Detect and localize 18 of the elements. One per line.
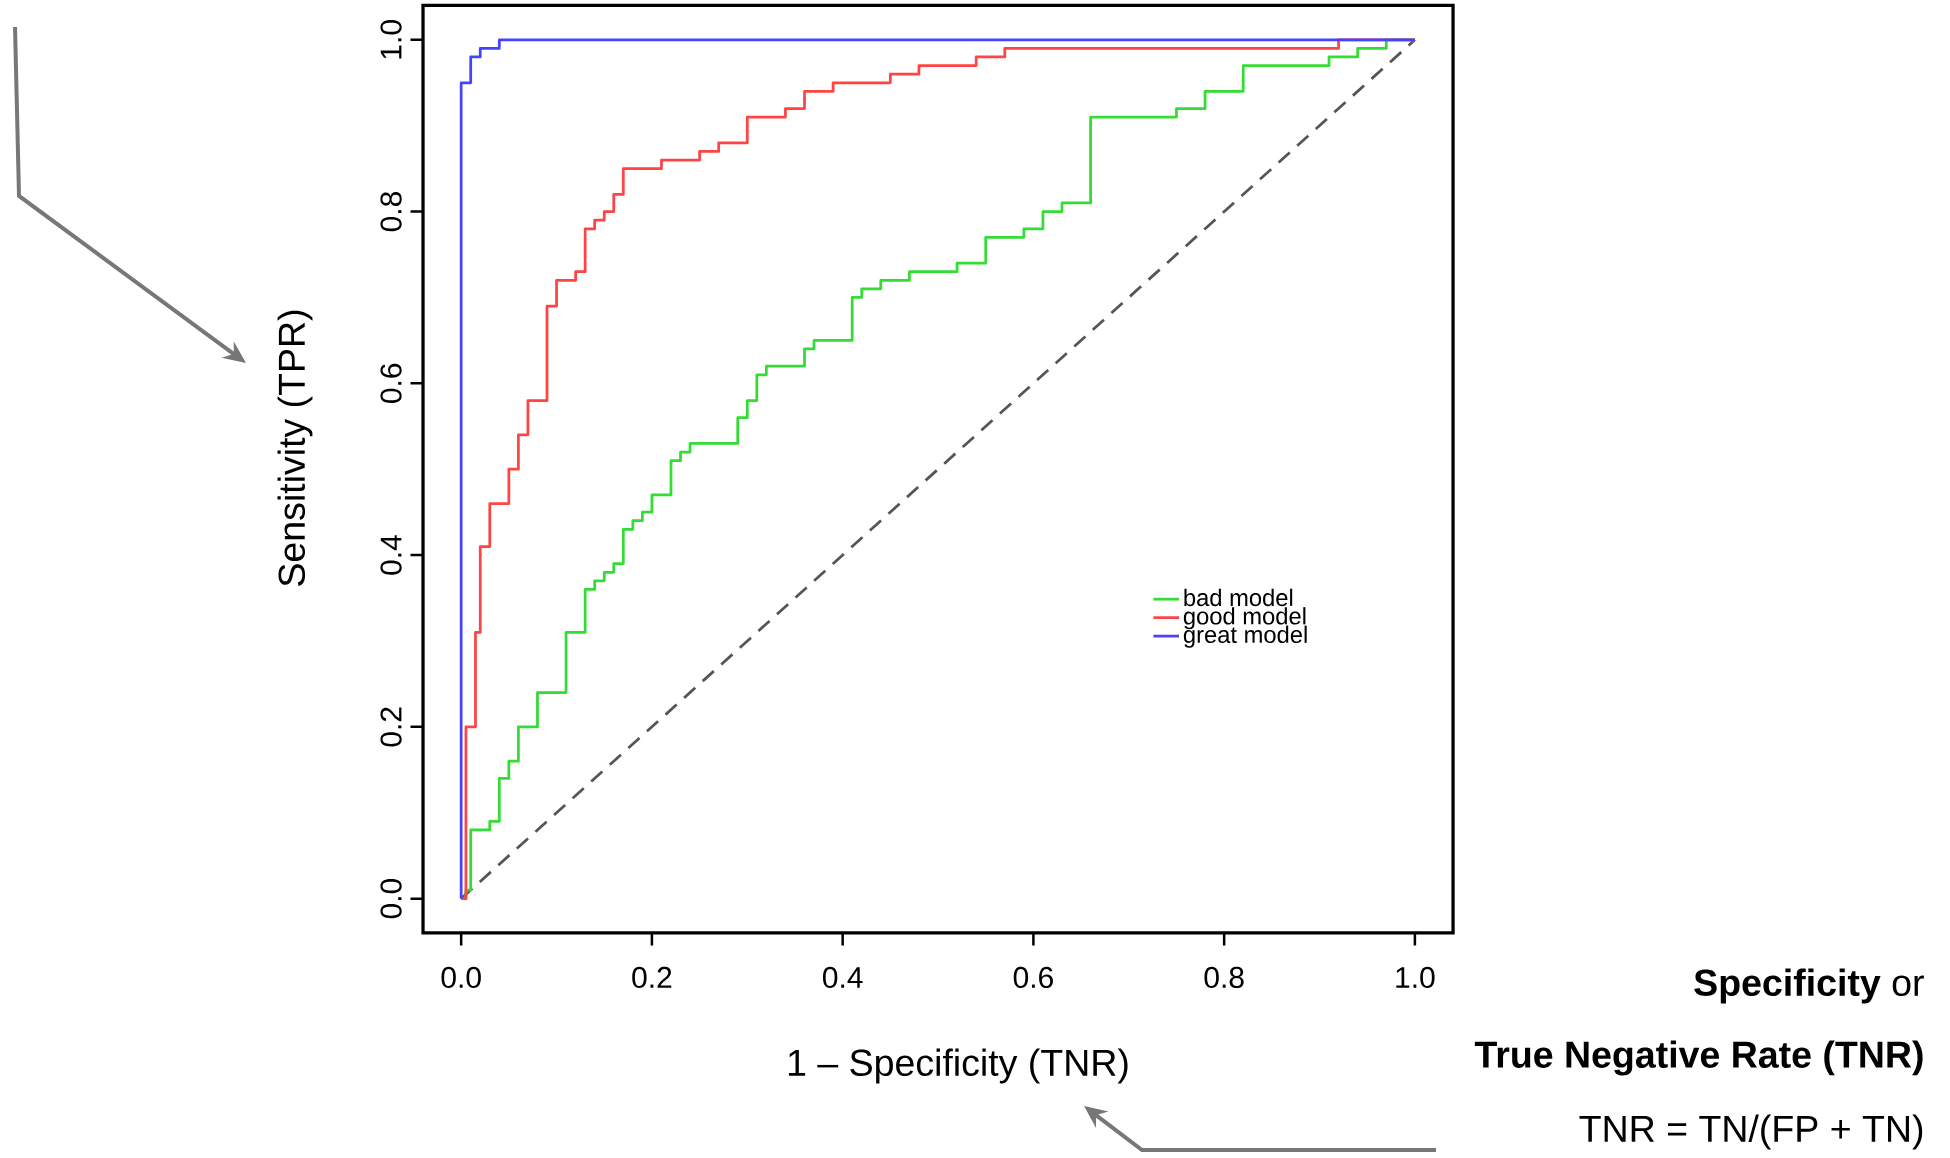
x-tick-label: 0.2 (632, 966, 672, 989)
y-axis-title: Sensitivity (TPR) (277, 310, 313, 586)
y-tick-label: 1.0 (380, 20, 402, 59)
legend-label: bad model (1184, 588, 1293, 607)
x-tick-label: 0.8 (1204, 966, 1244, 989)
y-tick-label: 0.0 (380, 878, 402, 919)
y-tick-label: 0.8 (380, 192, 402, 232)
text: Specificity or (1694, 968, 1924, 1004)
text: True Negative Rate (TNR) (1474, 1040, 1923, 1076)
x-tick-label: 0.0 (441, 966, 481, 989)
y-tick-label: 0.4 (380, 535, 402, 575)
x-tick-label: 0.4 (822, 966, 863, 989)
y-tick-label: 0.6 (380, 363, 402, 404)
x-axis-title: 1 – Specificity (TNR) (788, 1048, 1128, 1084)
x-tick-label: 0.6 (1013, 966, 1053, 989)
x-tick-label: 1.0 (1396, 966, 1435, 989)
text: TNR = TN/(FP + TN) (1579, 1114, 1923, 1150)
y-tick-label: 0.2 (380, 707, 402, 747)
